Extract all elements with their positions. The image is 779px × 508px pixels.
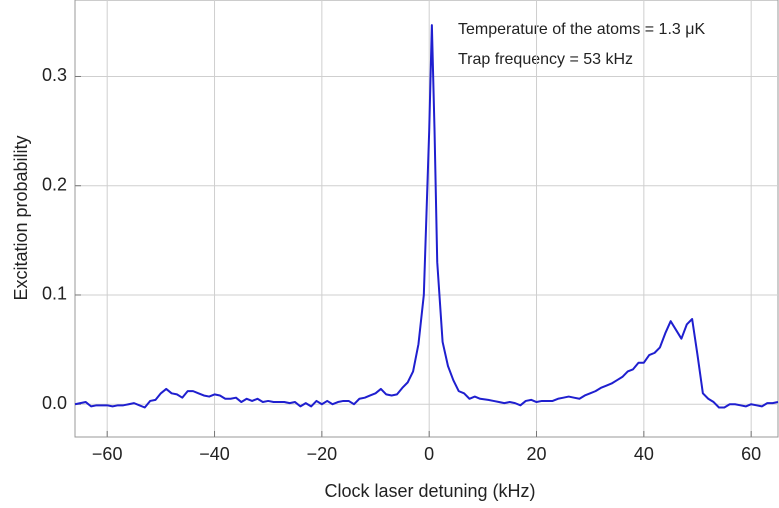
y-tick-label: 0.1 — [42, 284, 67, 304]
x-tick-label: 40 — [634, 444, 654, 464]
y-tick-label: 0.0 — [42, 393, 67, 413]
y-axis-label: Excitation probability — [11, 135, 31, 300]
x-axis-label: Clock laser detuning (kHz) — [324, 481, 535, 501]
x-tick-label: −60 — [92, 444, 123, 464]
x-tick-label: 0 — [424, 444, 434, 464]
x-tick-label: 20 — [526, 444, 546, 464]
y-tick-label: 0.2 — [42, 174, 67, 194]
y-tick-label: 0.3 — [42, 65, 67, 85]
annotation: Trap frequency = 53 kHz — [458, 51, 633, 68]
x-tick-label: −40 — [199, 444, 230, 464]
plot-frame — [74, 0, 779, 438]
x-tick-label: 60 — [741, 444, 761, 464]
annotation: Temperature of the atoms = 1.3 μK — [458, 21, 705, 38]
data-line — [74, 24, 779, 409]
x-tick-label: −20 — [307, 444, 338, 464]
